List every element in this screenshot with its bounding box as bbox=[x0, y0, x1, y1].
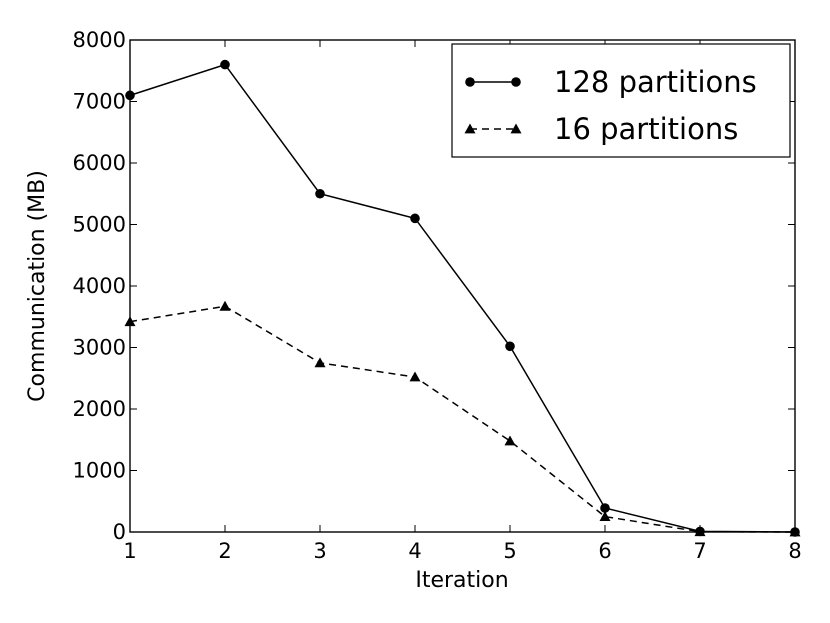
tick-labels-layer: 1 2 3 4 5 6 7 8 0 1000 2000 3000 4000 5000 6000 7000 800… bbox=[73, 28, 802, 563]
legend-entry: 16 partitions bbox=[464, 112, 738, 146]
data-point bbox=[504, 435, 516, 446]
x-tick-label: 5 bbox=[503, 539, 516, 563]
legend: 128 partitions 16 partitions bbox=[451, 43, 791, 158]
x-axis-label: Iteration bbox=[415, 568, 508, 593]
y-tick-label: 7000 bbox=[73, 90, 126, 114]
y-tick-label: 0 bbox=[113, 520, 126, 544]
data-point bbox=[219, 300, 231, 311]
series-line bbox=[129, 63, 796, 533]
y-tick-label: 1000 bbox=[73, 459, 126, 483]
data-point bbox=[599, 511, 611, 522]
x-tick-label: 6 bbox=[598, 539, 611, 563]
x-tick-label: 3 bbox=[313, 539, 326, 563]
legend-marker bbox=[465, 77, 475, 87]
data-point bbox=[409, 371, 421, 382]
legend-entries: 128 partitions 16 partitions bbox=[464, 65, 757, 146]
y-axis-label: Communication (MB) bbox=[25, 170, 50, 402]
y-tick-label: 5000 bbox=[73, 213, 126, 237]
legend-marker bbox=[464, 123, 476, 134]
data-point bbox=[600, 503, 610, 513]
y-tick-label: 2000 bbox=[73, 397, 126, 421]
legend-label: 16 partitions bbox=[554, 112, 738, 146]
y-tick-label: 6000 bbox=[73, 151, 126, 175]
data-point bbox=[220, 59, 230, 70]
series-line bbox=[129, 305, 796, 533]
data-point bbox=[410, 213, 420, 224]
y-tick-label: 4000 bbox=[73, 274, 126, 298]
x-tick-label: 7 bbox=[693, 539, 706, 563]
data-point bbox=[315, 188, 325, 199]
data-point bbox=[505, 341, 515, 352]
legend-marker bbox=[510, 123, 522, 134]
x-tick-label: 1 bbox=[123, 539, 136, 563]
x-tick-label: 4 bbox=[408, 539, 421, 563]
legend-marker bbox=[511, 77, 521, 87]
data-point bbox=[314, 357, 326, 368]
y-tick-label: 8000 bbox=[73, 28, 126, 52]
ticks-layer bbox=[129, 39, 796, 533]
series-2 bbox=[124, 300, 801, 537]
x-tick-label: 8 bbox=[788, 539, 801, 563]
legend-label: 128 partitions bbox=[554, 65, 757, 99]
legend-frame bbox=[451, 43, 791, 158]
legend-entry: 128 partitions bbox=[465, 65, 757, 99]
x-tick-label: 2 bbox=[218, 539, 231, 563]
y-tick-label: 3000 bbox=[73, 336, 126, 360]
